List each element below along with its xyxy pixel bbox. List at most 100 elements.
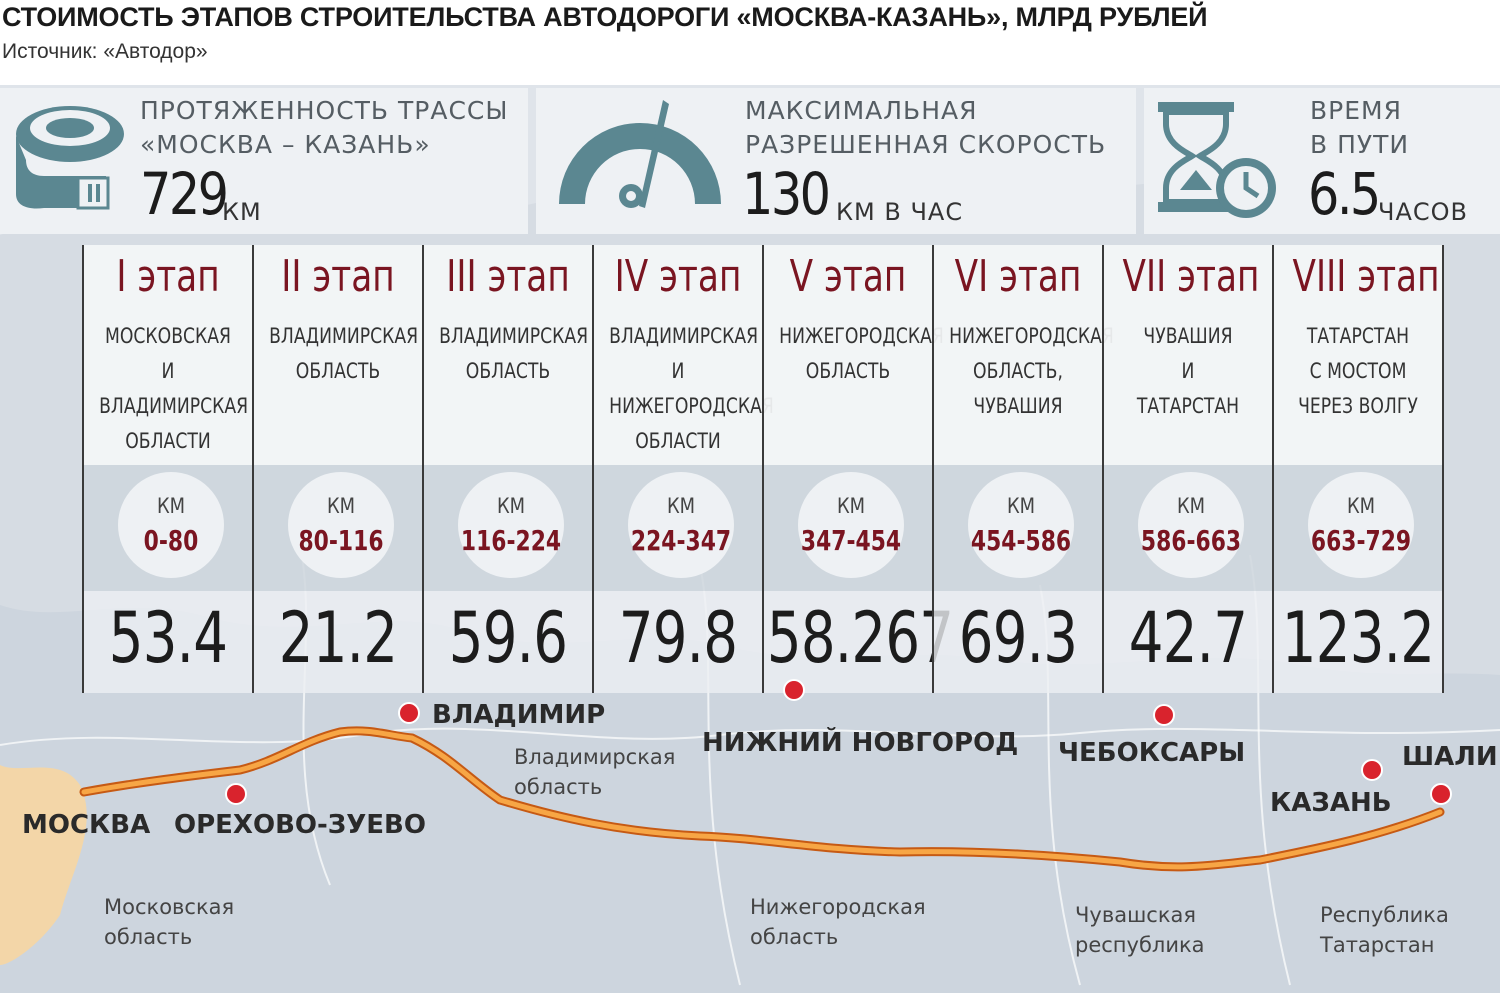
stage-region-line: ЧЕРЕЗ ВОЛГУ bbox=[1298, 394, 1418, 418]
km-label: КМ bbox=[1006, 494, 1036, 518]
stage-region: ЧУВАШИЯ И ТАТАРСТАН bbox=[1119, 319, 1257, 424]
km-label: КМ bbox=[1176, 494, 1206, 518]
stage-name: VI этап bbox=[954, 251, 1082, 302]
stage-region-line: ЧУВАШИЯ bbox=[1143, 324, 1233, 348]
info-time-label-2: В ПУТИ bbox=[1310, 130, 1410, 159]
stage-column-band bbox=[934, 591, 1102, 693]
stage-region-line: ВЛАДИМИРСКАЯ bbox=[269, 324, 419, 348]
stage-name: VIII этап bbox=[1292, 251, 1440, 302]
city-label-moskva: МОСКВА bbox=[22, 810, 151, 840]
stage-divider bbox=[1442, 245, 1444, 693]
city-label-kazan: КАЗАНЬ bbox=[1270, 788, 1392, 818]
stage-column-band bbox=[1274, 591, 1442, 693]
km-label: КМ bbox=[666, 494, 696, 518]
city-dot-cheboksary bbox=[1153, 704, 1175, 726]
stage-region-line: И bbox=[161, 359, 175, 383]
stage-region: ВЛАДИМИРСКАЯ И НИЖЕГОРОДСКАЯ ОБЛАСТИ bbox=[609, 319, 774, 459]
stage-divider bbox=[1272, 245, 1274, 693]
stage-column-band bbox=[594, 245, 762, 465]
stage-region: ТАТАРСТАН С МОСТОМ ЧЕРЕЗ ВОЛГУ bbox=[1289, 319, 1427, 424]
stage-column-band bbox=[84, 591, 252, 693]
stage-region-line: ТАТАРСТАН bbox=[1306, 324, 1410, 348]
city-label-nizhny: НИЖНИЙ НОВГОРОД bbox=[702, 728, 1019, 758]
city-label-orekhovo: ОРЕХОВО-ЗУЕВО bbox=[174, 810, 426, 840]
stage-divider bbox=[762, 245, 764, 693]
stage-region-line: НИЖЕГОРОДСКАЯ bbox=[609, 394, 774, 418]
stage-column-band bbox=[1104, 591, 1272, 693]
km-circle: КМ 224-347 bbox=[628, 472, 734, 578]
stage-region-line: ОБЛАСТЬ bbox=[465, 359, 551, 383]
stage-cost: 123.2 bbox=[1281, 597, 1435, 679]
km-label: КМ bbox=[326, 494, 356, 518]
info-speed-value: 130 bbox=[742, 160, 831, 228]
stage-cost: 69.3 bbox=[958, 597, 1078, 679]
info-speed-unit: КМ В ЧАС bbox=[836, 198, 964, 226]
km-range: 663-729 bbox=[1310, 524, 1412, 557]
region-label-tatarstan: Республика Татарстан bbox=[1320, 903, 1449, 957]
stage-region-line: ОБЛАСТИ bbox=[635, 429, 721, 453]
km-range: 454-586 bbox=[970, 524, 1072, 557]
stage-cost: 58.267 bbox=[766, 597, 954, 679]
stage-cost: 21.2 bbox=[278, 597, 398, 679]
stage-cost: 42.7 bbox=[1128, 597, 1248, 679]
stage-region: НИЖЕГОРОДСКАЯ ОБЛАСТЬ bbox=[779, 319, 944, 389]
stage-divider bbox=[422, 245, 424, 693]
info-speed-label-2: РАЗРЕШЕННАЯ СКОРОСТЬ bbox=[745, 130, 1107, 159]
stage-region-line: И bbox=[671, 359, 685, 383]
stage-column: IV этап ВЛАДИМИРСКАЯ И НИЖЕГОРОДСКАЯ ОБЛАСТИ… bbox=[594, 245, 774, 693]
stage-column-band bbox=[1274, 245, 1442, 465]
stage-region-line: МОСКОВСКАЯ bbox=[104, 324, 232, 348]
stage-column: VI этап НИЖЕГОРОДСКАЯ ОБЛАСТЬ, ЧУВАШИЯ КМ 454… bbox=[934, 245, 1114, 693]
stage-column-band bbox=[424, 591, 592, 693]
stage-region-line: НИЖЕГОРОДСКАЯ bbox=[949, 324, 1114, 348]
stage-region-line: ВЛАДИМИРСКАЯ bbox=[99, 394, 249, 418]
hourglass-clock-icon bbox=[1158, 102, 1276, 218]
tape-measure-icon bbox=[16, 106, 124, 210]
stage-divider bbox=[82, 245, 84, 693]
stage-column: I этап МОСКОВСКАЯ И ВЛАДИМИРСКАЯ ОБЛАСТИ КМ 0-… bbox=[84, 245, 252, 693]
city-dot-orekhovo bbox=[225, 783, 247, 805]
stage-cost: 59.6 bbox=[448, 597, 568, 679]
stage-region: МОСКОВСКАЯ И ВЛАДИМИРСКАЯ ОБЛАСТИ bbox=[99, 319, 249, 459]
stage-region-line: ОБЛАСТИ bbox=[125, 429, 211, 453]
stage-column: VII этап ЧУВАШИЯ И ТАТАРСТАН КМ 586-663 42.7 bbox=[1104, 245, 1272, 693]
stage-region: ВЛАДИМИРСКАЯ ОБЛАСТЬ bbox=[439, 319, 588, 389]
stage-region-line: ТАТАРСТАН bbox=[1136, 394, 1240, 418]
stage-divider bbox=[592, 245, 594, 693]
stage-column-band bbox=[764, 245, 932, 465]
stage-cost: 79.8 bbox=[618, 597, 738, 679]
km-circle: КМ 0-80 bbox=[118, 472, 224, 578]
stage-column-band bbox=[1104, 245, 1272, 465]
stage-column: VIII этап ТАТАРСТАН С МОСТОМ ЧЕРЕЗ ВОЛГУ КМ 6… bbox=[1274, 245, 1442, 693]
stage-name: I этап bbox=[116, 251, 220, 302]
info-time-label-1: ВРЕМЯ bbox=[1310, 96, 1402, 125]
km-range: 0-80 bbox=[143, 524, 199, 557]
stage-region: ВЛАДИМИРСКАЯ ОБЛАСТЬ bbox=[269, 319, 419, 389]
stage-region-line: И bbox=[1181, 359, 1195, 383]
city-label-vladimir: ВЛАДИМИР bbox=[432, 700, 606, 730]
km-circle: КМ 116-224 bbox=[458, 472, 564, 578]
stage-region-line: ОБЛАСТЬ bbox=[805, 359, 891, 383]
stage-region-line: ВЛАДИМИРСКАЯ bbox=[609, 324, 759, 348]
info-length-value: 729 bbox=[140, 160, 229, 228]
stage-divider bbox=[252, 245, 254, 693]
info-time-unit: ЧАСОВ bbox=[1378, 198, 1468, 226]
stage-name: II этап bbox=[281, 251, 395, 302]
info-speed-label-1: МАКСИМАЛЬНАЯ bbox=[745, 96, 978, 125]
stage-column-band bbox=[934, 245, 1102, 465]
km-range: 347-454 bbox=[800, 524, 902, 557]
km-range: 586-663 bbox=[1140, 524, 1242, 557]
stage-divider bbox=[1102, 245, 1104, 693]
stage-name: V этап bbox=[789, 251, 907, 302]
info-speed-panel bbox=[536, 88, 1136, 234]
page-title: СТОИМОСТЬ ЭТАПОВ СТРОИТЕЛЬСТВА АВТОДОРОГ… bbox=[2, 2, 1208, 32]
km-label: КМ bbox=[156, 494, 186, 518]
km-circle: КМ 80-116 bbox=[288, 472, 394, 578]
city-dot-kazan bbox=[1361, 759, 1383, 781]
stage-name: III этап bbox=[446, 251, 570, 302]
source-note: Источник: «Автодор» bbox=[2, 40, 208, 63]
region-label-moscow: Московская область bbox=[104, 895, 235, 949]
info-length-label-1: ПРОТЯЖЕННОСТЬ ТРАССЫ bbox=[140, 96, 509, 125]
km-circle: КМ 586-663 bbox=[1138, 472, 1244, 578]
